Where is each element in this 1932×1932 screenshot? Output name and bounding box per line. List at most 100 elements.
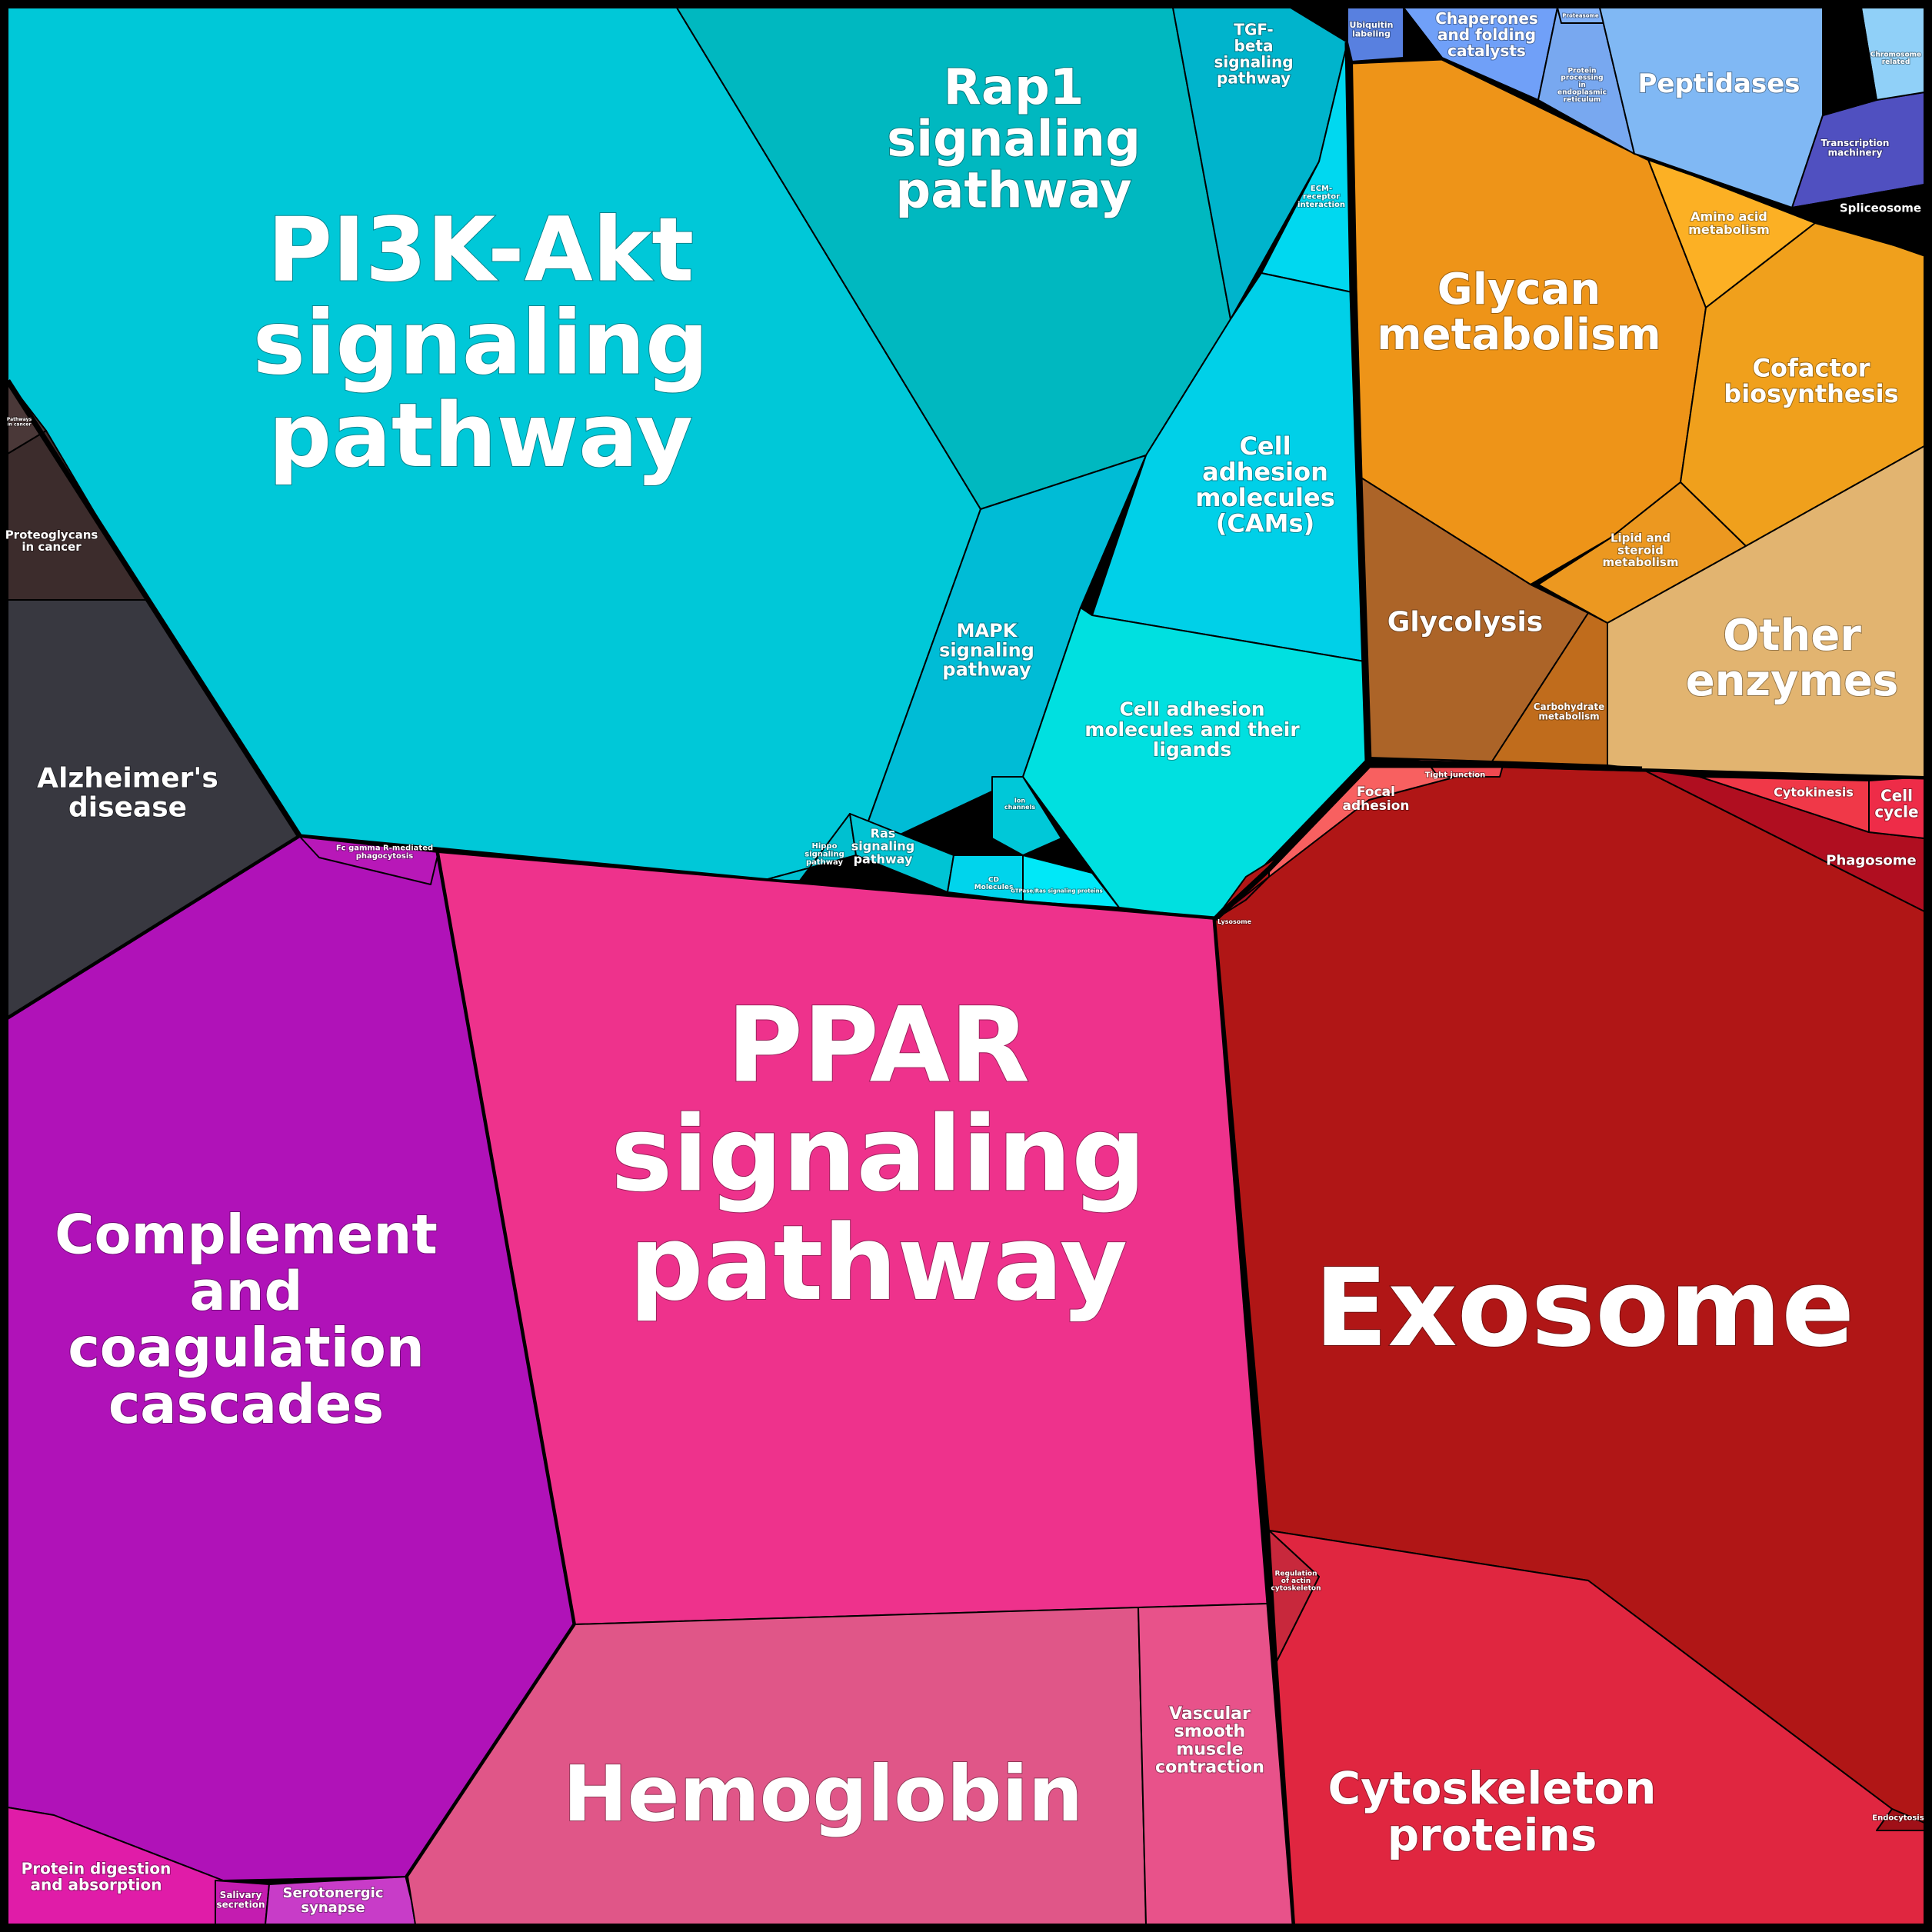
label-lipid: Lipid and steroid metabolism [1603, 531, 1679, 570]
label-mapk-line: MAPK [957, 620, 1018, 641]
label-cams-line: adhesion [1202, 457, 1328, 486]
label-ppar-line: pathway [629, 1203, 1128, 1324]
group-border-metabolism [1344, 42, 1643, 772]
label-ubiq-line: labeling [1352, 29, 1391, 39]
label-ubiq-line: Ubiquitin [1350, 20, 1394, 30]
label-cellcycle-line: cycle [1874, 803, 1918, 821]
label-cytoskel-line: Cytoskeleton [1328, 1762, 1657, 1814]
label-carbo-line: metabolism [1538, 711, 1599, 722]
label-ras-line: pathway [854, 851, 913, 866]
label-phagosome-line: Phagosome [1826, 852, 1916, 868]
label-cofactor: Cofactor biosynthesis [1724, 353, 1898, 408]
label-aamet: Amino acid metabolism [1688, 209, 1770, 237]
label-protdig: Protein digestion and absorption [22, 1860, 172, 1894]
label-cams-line: (CAMs) [1216, 509, 1314, 538]
label-lysosome: Lysosome [1217, 918, 1252, 925]
label-hippo-line: pathway [806, 858, 843, 867]
label-tgf-line: beta [1234, 37, 1274, 55]
label-other-line: enzymes [1686, 656, 1899, 706]
label-cd-line: Molecules [974, 884, 1014, 891]
label-protdig-line: and absorption [30, 1876, 162, 1894]
label-exosome: Exosome [1314, 1246, 1854, 1371]
cell-ion-channels[interactable] [991, 776, 1062, 856]
label-cellcycle: Cell cycle [1874, 787, 1918, 821]
label-vascular-line: contraction [1155, 1757, 1264, 1777]
label-other: Other enzymes [1686, 611, 1899, 706]
label-vascular-line: muscle [1176, 1740, 1243, 1759]
label-regactin-line: cytoskeleton [1271, 1585, 1321, 1593]
label-fcgamma-line: phagocytosis [356, 852, 414, 861]
label-cytokinesis-line: Cytokinesis [1774, 785, 1854, 800]
label-mapk: MAPK signaling pathway [939, 620, 1034, 680]
group-border-ppar [1212, 918, 1297, 1925]
label-ppar-line: signaling [611, 1094, 1146, 1214]
label-peptidases-line: Peptidases [1637, 68, 1800, 99]
label-pathcancer-line: Pathways [7, 417, 32, 422]
label-vascular-line: Vascular [1169, 1704, 1251, 1724]
label-complement-line: coagulation [68, 1316, 424, 1379]
label-pi3k-line: pathway [268, 385, 693, 488]
label-hemoglobin-line: Hemoglobin [563, 1749, 1083, 1839]
label-camlig: Cell adhesion molecules and their ligands [1084, 698, 1300, 761]
cell-gtpase[interactable] [1022, 854, 1120, 908]
label-ubiq: Ubiquitin labeling [1350, 20, 1394, 39]
label-chap-line: Chaperones [1435, 9, 1538, 28]
label-aamet-line: metabolism [1688, 222, 1770, 237]
label-hippo-line: Hippo [812, 842, 838, 851]
label-cellcycle-line: Cell [1880, 787, 1913, 805]
label-endocytosis: Endocytosis [1872, 1814, 1924, 1823]
label-fcgamma-line: Fc gamma R-mediated [336, 844, 433, 852]
label-phagosome: Phagosome [1826, 852, 1916, 868]
label-proteo: Proteoglycans in cancer [5, 528, 98, 554]
label-carbo-line: Carbohydrate [1534, 701, 1605, 712]
label-protproc-line: reticulum [1564, 96, 1601, 104]
label-cams-line: Cell [1239, 431, 1291, 461]
label-rap1-line: Rap1 [944, 59, 1084, 116]
label-focal-line: adhesion [1342, 798, 1409, 814]
cell-regulation-actin[interactable] [1268, 1530, 1320, 1662]
label-hippo: Hippo signaling pathway [804, 842, 844, 867]
label-tgf-line: signaling [1214, 53, 1293, 72]
label-tgf-line: TGF- [1234, 21, 1273, 39]
label-lipid-line: Lipid and [1611, 531, 1671, 545]
label-complement-line: and [189, 1260, 302, 1323]
label-peptidases: Peptidases [1637, 68, 1800, 99]
label-pathcancer: Pathways in cancer [7, 417, 32, 427]
label-alz-line: disease [68, 792, 187, 824]
cell-fc-gamma[interactable] [299, 836, 439, 885]
label-tight: Tight junction [1425, 771, 1486, 780]
label-regactin: Regulation of actin cytoskeleton [1271, 1571, 1321, 1593]
label-ecm-line: ECM- [1311, 185, 1332, 193]
label-fcgamma: Fc gamma R-mediated phagocytosis [336, 844, 433, 861]
label-glycan-line: metabolism [1377, 310, 1661, 360]
label-spliceo-line: Spliceosome [1840, 201, 1921, 215]
label-proteo-line: Proteoglycans [5, 528, 98, 541]
label-regactin-line: Regulation [1274, 1571, 1317, 1578]
label-tgf: TGF-beta signaling pathway [1214, 21, 1293, 88]
label-complement-line: Complement [55, 1203, 438, 1266]
label-glycan: Glycan metabolism [1377, 265, 1661, 360]
label-ion-line: Ion [1014, 798, 1025, 804]
label-tgf-line: pathway [1217, 69, 1291, 88]
label-protproc-line: endoplasmic [1557, 89, 1607, 97]
label-pi3k: PI3K-Akt signaling pathway [253, 199, 709, 488]
label-cofactor-line: biosynthesis [1724, 379, 1898, 408]
label-complement: Complement and coagulation cascades [55, 1203, 438, 1436]
label-ras-line: Ras [871, 826, 896, 841]
label-focal: Focal adhesion [1342, 784, 1409, 814]
label-cytokinesis: Cytokinesis [1774, 785, 1854, 800]
label-glycolysis-line: Glycolysis [1387, 607, 1543, 638]
label-aamet-line: Amino acid [1690, 209, 1767, 224]
label-chap-line: catalysts [1447, 42, 1526, 60]
label-hemoglobin: Hemoglobin [563, 1749, 1083, 1839]
label-camlig-line: molecules and their [1084, 718, 1300, 741]
label-protproc-line: processing [1561, 75, 1603, 82]
label-proteo-line: in cancer [22, 540, 82, 554]
label-cytoskel: Cytoskeleton proteins [1328, 1762, 1657, 1861]
label-cd-line: CD [988, 876, 999, 884]
label-ion: Ion channels [1004, 798, 1035, 811]
